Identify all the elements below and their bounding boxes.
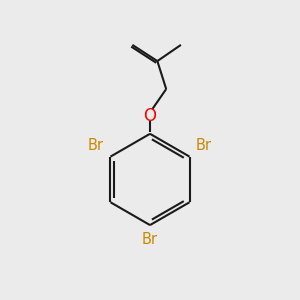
Text: Br: Br — [88, 138, 104, 153]
Text: Br: Br — [196, 138, 212, 153]
Text: Br: Br — [142, 232, 158, 247]
Text: O: O — [143, 106, 157, 124]
